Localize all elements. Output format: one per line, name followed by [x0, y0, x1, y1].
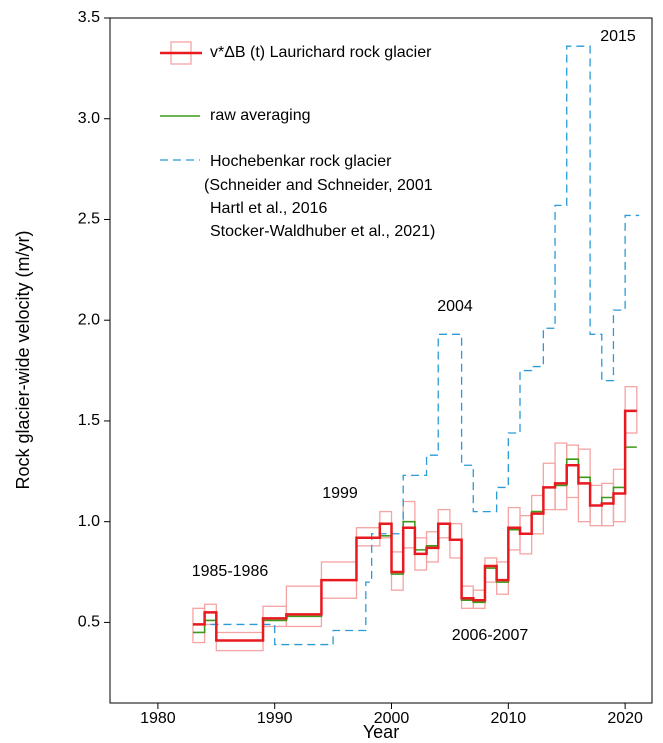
y-tick-label: 1.0: [78, 513, 100, 530]
uncertainty-box: [566, 444, 580, 499]
step-line: [210, 45, 640, 646]
uncertainty-box: [262, 605, 288, 628]
x-tick-label: 2010: [491, 710, 527, 727]
uncertainty-box: [554, 442, 568, 511]
y-tick-label: 1.5: [78, 412, 100, 429]
x-tick-label: 2020: [607, 710, 643, 727]
legend-label: Hochebenkar rock glacier: [210, 153, 392, 170]
x-tick-label: 2000: [374, 710, 410, 727]
y-tick-label: 3.5: [78, 9, 100, 26]
annotation: 1999: [322, 485, 358, 502]
uncertainty-box: [203, 603, 217, 626]
uncertainty-box: [612, 468, 626, 523]
uncertainty-box: [285, 585, 323, 628]
legend-label: raw averaging: [210, 107, 311, 124]
y-tick-label: 3.0: [78, 110, 100, 127]
x-axis-title: Year: [363, 722, 399, 742]
y-axis-title: Rock glacier-wide velocity (m/yr): [13, 230, 33, 489]
uncertainty-box: [577, 448, 591, 523]
annotation: 2015: [600, 28, 636, 45]
legend-note: Stocker-Waldhuber et al., 2021): [210, 223, 435, 240]
uncertainty-box: [484, 557, 498, 583]
x-tick-label: 1980: [140, 710, 176, 727]
y-tick-label: 2.5: [78, 211, 100, 228]
legend-note: (Schneider and Schneider, 2001: [204, 177, 433, 194]
step-line: [192, 409, 637, 642]
annotation: 1985-1986: [192, 563, 269, 580]
annotation: 2004: [437, 298, 473, 315]
uncertainty-box: [402, 500, 416, 549]
y-tick-label: 0.5: [78, 614, 100, 631]
x-tick-label: 1990: [257, 710, 293, 727]
legend-note: Hartl et al., 2016: [210, 200, 328, 217]
legend-label: v*ΔB (t) Laurichard rock glacier: [210, 44, 432, 61]
y-tick-label: 2.0: [78, 311, 100, 328]
plot-frame: [109, 17, 653, 704]
annotation: 2006-2007: [452, 627, 529, 644]
uncertainty-box: [495, 561, 509, 595]
